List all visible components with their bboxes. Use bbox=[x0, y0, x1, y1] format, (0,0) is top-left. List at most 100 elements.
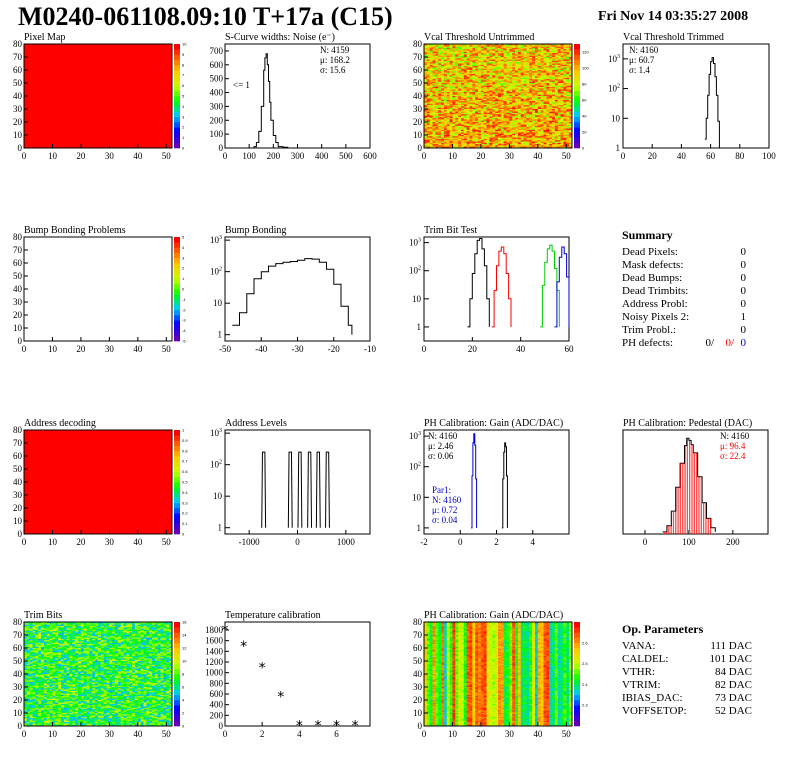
y-tick-label: 60 bbox=[13, 65, 23, 75]
y-tick-label: 60 bbox=[413, 643, 423, 653]
palette-tick-label: 2.4 bbox=[582, 682, 588, 687]
stats-line: σ: 22.4 bbox=[720, 451, 746, 461]
x-tick-label: 30 bbox=[505, 729, 515, 739]
y-tick-label: 600 bbox=[210, 60, 224, 70]
x-tick-label: 60 bbox=[565, 344, 575, 354]
param-value: 0 bbox=[740, 246, 747, 258]
x-tick-label: 0 bbox=[22, 729, 27, 739]
y-tick-label: 0 bbox=[418, 143, 423, 153]
palette-tick-label: 6 bbox=[182, 685, 185, 690]
y-tick-label: 200 bbox=[210, 710, 224, 720]
x-tick-label: 20 bbox=[476, 151, 486, 161]
address-peak bbox=[261, 451, 267, 528]
y-tick-label: 0 bbox=[18, 529, 23, 539]
palette-tick-label: 2.6 bbox=[582, 640, 588, 645]
y-tick-label: 60 bbox=[13, 258, 23, 268]
palette-tick-label: 0 bbox=[182, 146, 185, 151]
x-tick-label: 0 bbox=[22, 151, 27, 161]
param-row: Address Probl: 0 bbox=[622, 298, 746, 311]
ph-pedestal-panel: PH Calibration: Pedestal (DAC) 0 100 200 N: … bbox=[622, 418, 769, 547]
x-tick-label: 4 bbox=[297, 729, 302, 739]
x-tick-label: 40 bbox=[677, 151, 687, 161]
param-value: 84 DAC bbox=[715, 666, 752, 678]
palette-tick-label: 0.3 bbox=[182, 500, 188, 505]
palette-tick-label: 2 bbox=[182, 125, 185, 130]
y-tick-label: 1200 bbox=[205, 657, 224, 667]
palette-tick-label: 8 bbox=[182, 672, 185, 677]
scurve-noise-panel: S-Curve widths: Noise (e⁻) 0 100 200 300 400 5… bbox=[210, 32, 378, 161]
y-tick-label: 40 bbox=[413, 669, 423, 679]
palette-tick-label: 1 bbox=[182, 276, 185, 281]
pixel-map-panel: 0 1 2 3 4 5 6 7 8 9 10 Pixel Map 0 10 20 30 40 50 0 10 20 30 4… bbox=[13, 32, 187, 161]
palette-tick-label: 2 bbox=[182, 711, 185, 716]
y-tick-label: 50 bbox=[13, 271, 23, 281]
vcal-trimmed-panel: Vcal Threshold Trimmed 0 20 40 60 80 100 1 10 102… bbox=[608, 32, 776, 161]
x-tick-label: 200 bbox=[726, 537, 740, 547]
x-tick-label: 30 bbox=[105, 344, 115, 354]
y-tick-label: 30 bbox=[413, 682, 423, 692]
heatmap-cells bbox=[24, 430, 172, 534]
param-label: VTHR: bbox=[622, 666, 655, 678]
y-tick-label: 1 bbox=[417, 322, 422, 332]
x-tick-label: 40 bbox=[533, 729, 543, 739]
y-tick-label: 102 bbox=[210, 267, 222, 277]
param-row: VOFFSETOP: 52 DAC bbox=[622, 705, 752, 718]
palette-tick-label: 16 bbox=[182, 620, 187, 625]
palette-tick-label: 0.2 bbox=[182, 511, 188, 516]
palette-tick-label: 0 bbox=[182, 724, 185, 729]
series-line bbox=[662, 437, 716, 533]
y-tick-label: 80 bbox=[13, 232, 23, 242]
stats2-line: μ: 0.72 bbox=[432, 505, 457, 515]
chart-title: Vcal Threshold Trimmed bbox=[623, 32, 724, 43]
y-tick-label: 60 bbox=[13, 643, 23, 653]
palette-bar bbox=[174, 622, 180, 727]
param-row: Trim Probl.: 0 bbox=[622, 324, 746, 337]
ph-defects-label: PH defects: bbox=[622, 337, 674, 349]
trim-bit-test-panel: Trim Bit Test 0 20 40 60 1 10 102 103 bbox=[409, 225, 574, 354]
x-tick-label: -1000 bbox=[239, 537, 260, 547]
y-tick-label: 102 bbox=[608, 84, 620, 94]
palette-tick-label: 2 bbox=[182, 266, 185, 271]
chart-title: PH Calibration: Pedestal (DAC) bbox=[623, 418, 752, 429]
stats-line: N: 4160 bbox=[428, 431, 458, 441]
x-tick-label: 50 bbox=[162, 151, 172, 161]
ph-defects-v1: 0/ bbox=[705, 337, 714, 349]
y-tick-label: 400 bbox=[210, 88, 224, 98]
chart-title: Bump Bonding Problems bbox=[24, 225, 126, 236]
palette-tick-label: 12 bbox=[182, 646, 187, 651]
ph-gain-panel: PH Calibration: Gain (ADC/DAC) -2 0 2 4 1 10 10… bbox=[409, 418, 570, 547]
param-label: VTRIM: bbox=[622, 679, 661, 691]
param-value: 0 bbox=[740, 298, 747, 310]
series-line bbox=[501, 442, 508, 529]
y-tick-label: 30 bbox=[13, 490, 23, 500]
palette-tick-label: 4 bbox=[182, 104, 185, 109]
summary-title: Summary bbox=[622, 228, 673, 242]
stats2-line: σ: 0.04 bbox=[432, 515, 458, 525]
param-value: 101 DAC bbox=[709, 653, 752, 665]
stats2-line: N: 4160 bbox=[432, 495, 462, 505]
address-peak bbox=[307, 451, 313, 528]
param-row: Dead Trimbits: 0 bbox=[622, 285, 746, 298]
y-tick-label: 10 bbox=[412, 294, 422, 304]
scatter-point: * bbox=[333, 718, 340, 734]
palette-tick-label: 0 bbox=[182, 287, 185, 292]
x-tick-label: 0 bbox=[22, 344, 27, 354]
palette-tick-label: 0.9 bbox=[182, 438, 188, 443]
series-line bbox=[471, 433, 478, 529]
y-tick-label: 300 bbox=[210, 101, 224, 111]
x-tick-label: 2 bbox=[494, 537, 499, 547]
param-label: Noisy Pixels 2: bbox=[622, 311, 690, 323]
x-tick-label: 10 bbox=[448, 729, 458, 739]
y-tick-label: 70 bbox=[13, 245, 23, 255]
param-label: Trim Probl.: bbox=[622, 324, 677, 336]
param-label: VOFFSETOP: bbox=[622, 705, 687, 717]
x-tick-label: 0 bbox=[422, 151, 427, 161]
ph-defects-row: PH defects: 0/ 0/ 0 bbox=[622, 337, 746, 350]
stats-line: μ: 60.7 bbox=[629, 55, 655, 65]
x-tick-label: 50 bbox=[162, 537, 172, 547]
x-tick-label: 80 bbox=[735, 151, 745, 161]
palette-tick-label: 0.7 bbox=[182, 459, 188, 464]
y-tick-label: 50 bbox=[13, 78, 23, 88]
x-tick-label: 10 bbox=[48, 344, 58, 354]
